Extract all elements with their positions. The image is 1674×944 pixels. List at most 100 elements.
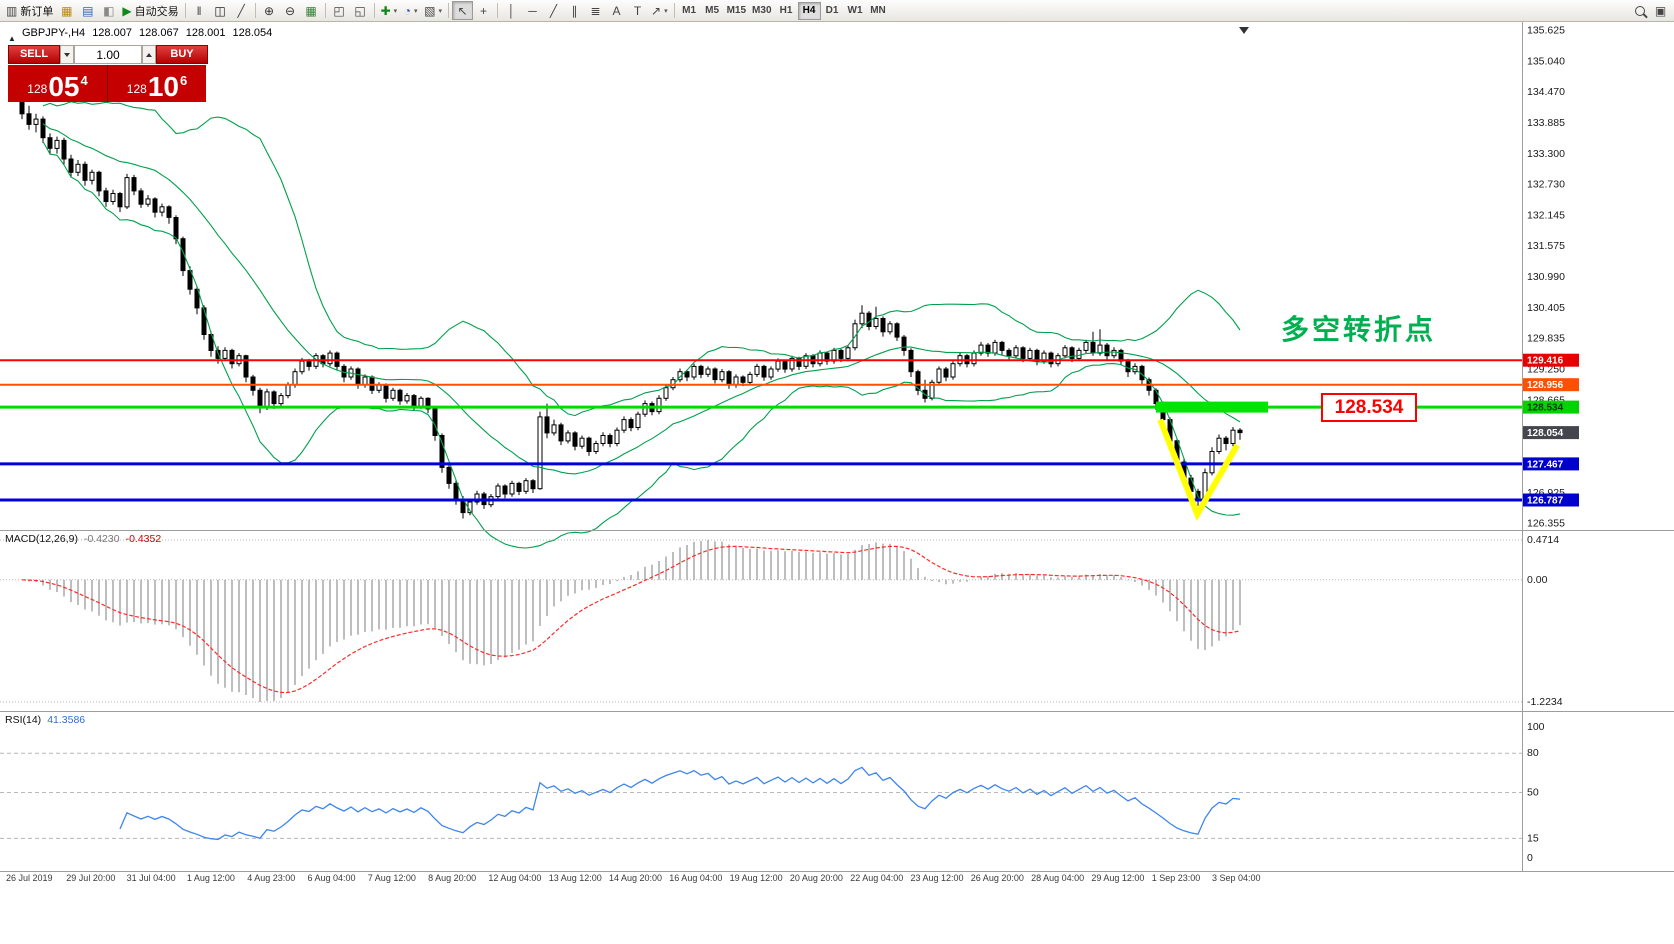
chart-canvas[interactable] — [0, 22, 1522, 871]
toolbar-separator — [448, 3, 450, 18]
price-axis[interactable]: 135.625 135.040 134.470 133.885 133.300 132.7… — [1527, 25, 1565, 530]
current-price-tag[interactable]: 128.054 — [1523, 426, 1579, 440]
svg-text:135.625: 135.625 — [1527, 25, 1565, 37]
svg-text:80: 80 — [1527, 747, 1539, 759]
buy-price-display[interactable]: 128 10 6 — [107, 65, 206, 102]
svg-text:133.300: 133.300 — [1527, 148, 1565, 160]
svg-text:134.470: 134.470 — [1527, 86, 1565, 98]
svg-text:29 Aug 12:00: 29 Aug 12:00 — [1091, 873, 1144, 883]
zoom-out-button[interactable]: ⊖ — [280, 1, 301, 20]
resistance-line-tag[interactable]: 129.416 — [1523, 353, 1579, 367]
market-watch-button[interactable]: ▤ — [77, 1, 98, 20]
toolbar-separator — [373, 3, 375, 18]
caret-down-icon: ▾ — [664, 7, 668, 15]
navigator-button[interactable]: ◧ — [98, 1, 119, 20]
svg-text:7 Aug 12:00: 7 Aug 12:00 — [368, 873, 416, 883]
sell-price-display[interactable]: 128 05 4 — [8, 65, 107, 102]
secondary-line-tag[interactable]: 128.956 — [1523, 378, 1579, 392]
v-shape-drawing[interactable] — [1157, 418, 1240, 522]
candlestick-button[interactable]: ◫ — [210, 1, 231, 20]
chart-shift-marker[interactable] — [1239, 27, 1249, 34]
buy-button[interactable]: BUY — [156, 45, 208, 64]
autotrading-button-label: 自动交易 — [134, 5, 179, 18]
highlight-zone-rect[interactable] — [1156, 401, 1268, 413]
svg-text:12 Aug 04:00: 12 Aug 04:00 — [488, 873, 541, 883]
pivot-line-tag[interactable]: 128.534 — [1523, 400, 1579, 414]
play-icon: ▶ — [122, 3, 132, 18]
rsi-axis[interactable]: 100 80 50 15 0 — [1527, 721, 1545, 864]
volume-decrease-button[interactable] — [60, 45, 74, 64]
triangle-up-icon — [146, 52, 152, 57]
new-chart-button[interactable]: ▦ — [56, 1, 77, 20]
indicators-button[interactable]: ✚ ▾ — [378, 1, 401, 20]
autotrading-button[interactable]: ▶ 自动交易 — [119, 1, 181, 20]
rsi-name: RSI(14) — [5, 714, 42, 726]
template-icon: ▧ — [424, 3, 436, 18]
channel-icon: ∥ — [571, 3, 578, 18]
price-callout[interactable]: 128.534 — [1321, 393, 1417, 422]
svg-text:129.416: 129.416 — [1527, 356, 1564, 367]
line-chart-button[interactable]: ╱ — [231, 1, 252, 20]
svg-text:-1.2234: -1.2234 — [1527, 696, 1563, 708]
turning-point-annotation[interactable]: 多空转折点 — [1281, 314, 1437, 345]
line-icon: ╱ — [237, 3, 245, 18]
caret-down-icon: ▾ — [414, 7, 418, 15]
support2-line-tag[interactable]: 126.787 — [1523, 493, 1579, 507]
templates-button[interactable]: ▧ ▾ — [421, 1, 445, 20]
zoom-in-button[interactable]: ⊕ — [259, 1, 280, 20]
horizontal-line-button[interactable]: ─ — [522, 1, 543, 20]
svg-text:19 Aug 12:00: 19 Aug 12:00 — [730, 873, 783, 883]
timeframe-w1-button[interactable]: W1 — [844, 2, 867, 20]
trendline-icon: ╱ — [549, 3, 558, 18]
chart-ohlc-line: GBPJPY-,H4 128.007 128.067 128.001 128.0… — [22, 27, 272, 39]
sell-button[interactable]: SELL — [8, 45, 60, 64]
svg-text:3 Sep 04:00: 3 Sep 04:00 — [1212, 873, 1261, 883]
tile-windows-button[interactable]: ◰ — [329, 1, 350, 20]
volume-increase-button[interactable] — [142, 45, 156, 64]
timeframe-d1-button[interactable]: D1 — [821, 2, 844, 20]
volume-input[interactable] — [74, 45, 142, 64]
timeframe-m15-button[interactable]: M15 — [724, 2, 749, 20]
hline-icon: ─ — [528, 3, 537, 18]
search-button[interactable] — [1629, 1, 1650, 20]
new-order-button[interactable]: ▥ 新订单 — [3, 1, 56, 20]
new-order-button-label: 新订单 — [20, 5, 54, 18]
window-layout-button[interactable]: ▣ — [1650, 1, 1671, 20]
strategy-tester-button[interactable]: ▦ — [301, 1, 322, 20]
label-button[interactable]: T — [627, 1, 648, 20]
crosshair-button[interactable]: + — [473, 1, 494, 20]
svg-text:0: 0 — [1527, 852, 1533, 864]
timeframe-mn-button[interactable]: MN — [867, 2, 890, 20]
time-axis[interactable]: 26 Jul 2019 29 Jul 20:00 31 Jul 04:00 1 Aug… — [6, 873, 1261, 883]
close-value: 128.054 — [232, 27, 273, 39]
magnifier-icon — [1634, 5, 1645, 16]
text-button[interactable]: A — [606, 1, 627, 20]
trendline-button[interactable]: ╱ — [543, 1, 564, 20]
timeframe-h1-button[interactable]: H1 — [775, 2, 798, 20]
svg-text:29 Jul 20:00: 29 Jul 20:00 — [66, 873, 115, 883]
cascade-windows-button[interactable]: ◱ — [350, 1, 371, 20]
clock-icon: ◔ — [403, 3, 412, 18]
crosshair-icon: + — [480, 3, 488, 18]
support-line-tag[interactable]: 127.467 — [1523, 457, 1579, 471]
macd-axis[interactable]: 0.4714 0.00 -1.2234 — [1527, 534, 1563, 708]
timeframe-m1-button[interactable]: M1 — [678, 2, 701, 20]
svg-text:127.467: 127.467 — [1527, 459, 1564, 470]
periods-button[interactable]: ◔ ▾ — [400, 1, 421, 20]
trade-panel-collapse-icon[interactable] — [8, 28, 16, 46]
channel-button[interactable]: ∥ — [564, 1, 585, 20]
candles-icon: ◫ — [214, 3, 226, 18]
cursor-button[interactable]: ↖ — [452, 1, 474, 20]
ask-main-digits: 10 — [147, 71, 179, 102]
svg-text:128.956: 128.956 — [1527, 380, 1564, 391]
fibonacci-button[interactable]: ≣ — [585, 1, 606, 20]
svg-text:130.990: 130.990 — [1527, 271, 1565, 283]
vertical-line-button[interactable]: │ — [501, 1, 522, 20]
bid-integer: 128 — [27, 82, 48, 96]
timeframe-m30-button[interactable]: M30 — [749, 2, 774, 20]
arrows-button[interactable]: ↗ ▾ — [648, 1, 671, 20]
timeframe-h4-button[interactable]: H4 — [797, 1, 821, 20]
svg-text:15: 15 — [1527, 832, 1539, 844]
timeframe-m5-button[interactable]: M5 — [701, 2, 724, 20]
bar-chart-button[interactable]: ‖ — [189, 1, 210, 20]
